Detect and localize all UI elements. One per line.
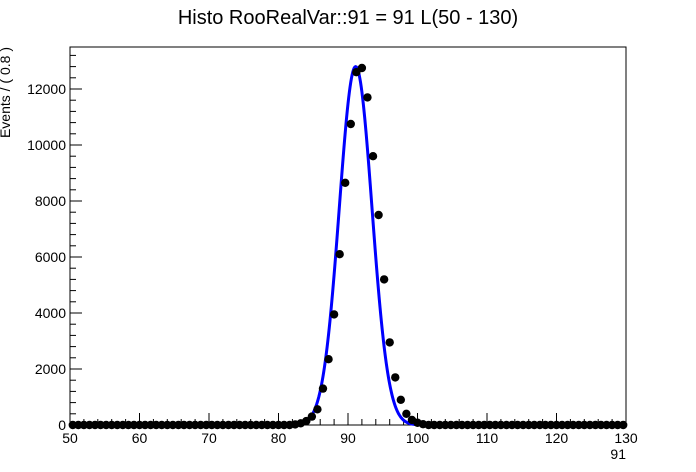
y-axis: 0 2000 4000 6000 8000 10000 12000: [27, 54, 82, 433]
x-tick-label: 120: [545, 430, 569, 446]
x-tick-label: 50: [62, 430, 78, 446]
x-tick-label: 100: [406, 430, 430, 446]
data-point: [335, 250, 344, 259]
data-layer: [68, 63, 628, 430]
y-tick-label: 12000: [27, 81, 66, 97]
data-point: [619, 420, 628, 430]
data-point: [368, 152, 378, 161]
y-tick-label: 8000: [35, 193, 66, 209]
x-tick-label: 60: [132, 430, 148, 446]
x-tick-label: 110: [476, 430, 499, 446]
x-tick-label: 70: [201, 430, 217, 446]
data-point: [402, 409, 411, 418]
fit-curve: [70, 64, 626, 427]
x-axis: 50 60 70 80 90 100 110 120 130: [62, 413, 638, 446]
y-axis-label: Events / ( 0.8 ): [0, 47, 13, 138]
data-point: [363, 93, 372, 102]
y-tick-label: 2000: [35, 361, 66, 377]
data-point: [318, 384, 328, 393]
y-tick-label: 10000: [27, 137, 66, 153]
y-tick-label: 4000: [35, 305, 66, 321]
data-point: [346, 119, 355, 129]
data-point: [341, 178, 350, 187]
data-point: [385, 338, 394, 347]
y-tick-label: 6000: [35, 249, 66, 265]
data-point: [313, 405, 322, 414]
data-point: [324, 355, 333, 364]
data-point: [391, 373, 400, 382]
data-point: [396, 395, 406, 404]
data-point: [357, 63, 367, 73]
y-tick-label: 0: [58, 417, 66, 433]
x-tick-label: 130: [614, 430, 638, 446]
x-tick-label: 90: [340, 430, 356, 446]
data-point: [374, 210, 383, 220]
data-point: [379, 275, 389, 284]
x-axis-label: 91: [610, 446, 626, 462]
data-point: [329, 310, 339, 319]
chart-title: Histo RooRealVar::91 = 91 L(50 - 130): [178, 7, 518, 29]
x-tick-label: 80: [271, 430, 287, 446]
data-point: [307, 412, 317, 421]
